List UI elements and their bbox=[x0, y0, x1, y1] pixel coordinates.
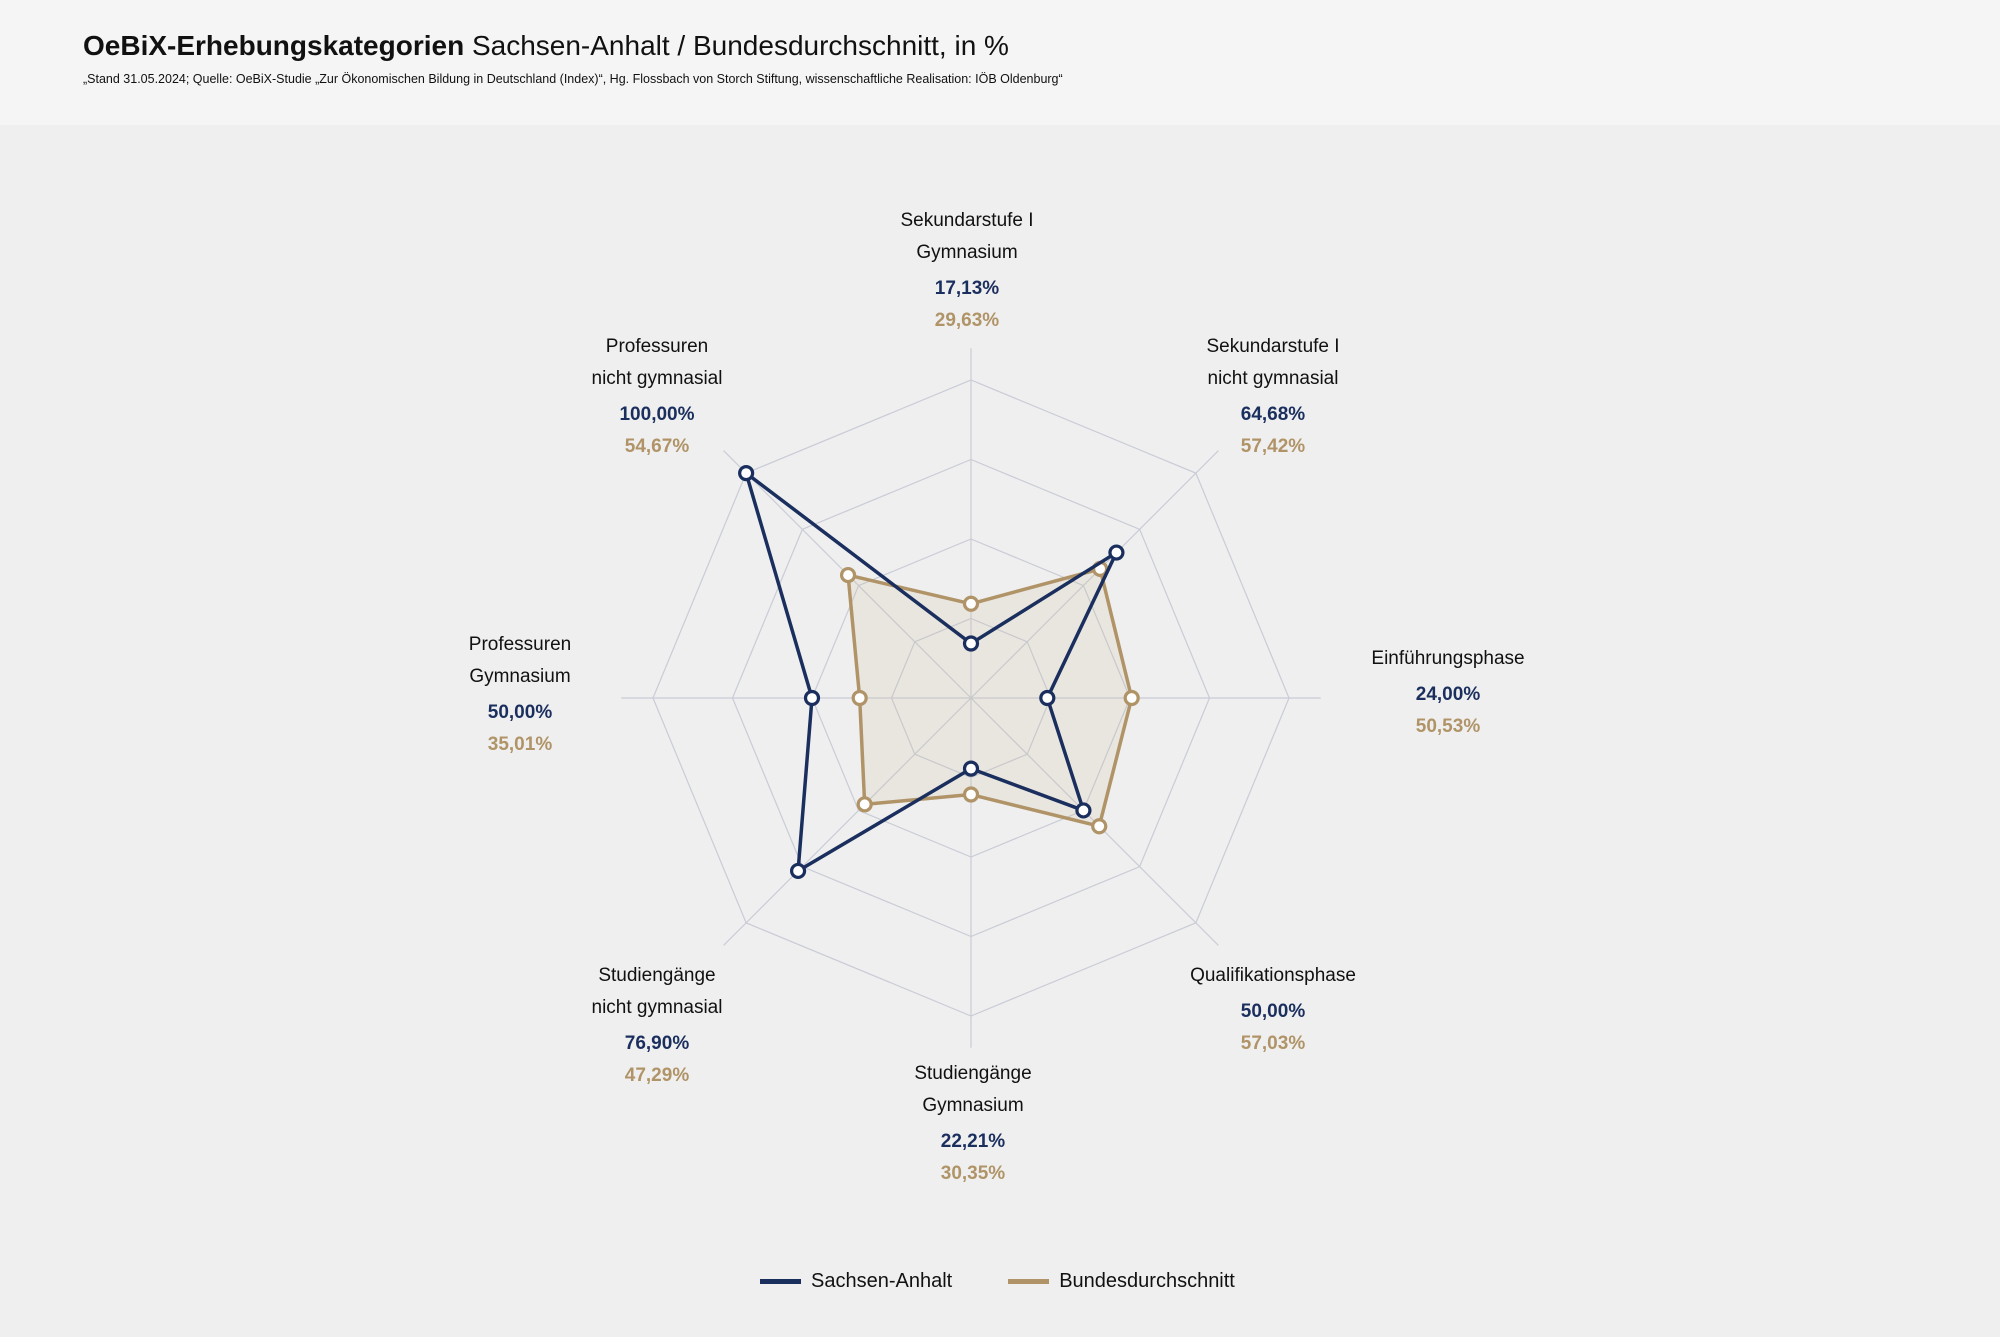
category-name-line2: Gymnasium bbox=[922, 1095, 1024, 1116]
axis-label: Studiengänge nicht gymnasial 76,90% 47,29% bbox=[592, 960, 723, 1092]
axis-label: Sekundarstufe I Gymnasium 17,13% 29,63% bbox=[900, 205, 1033, 337]
legend-swatch bbox=[1008, 1279, 1050, 1284]
value-bundesdurchschnitt: 35,01% bbox=[487, 734, 553, 755]
value-bundesdurchschnitt: 57,03% bbox=[1240, 1033, 1306, 1054]
axis-label: Professuren Gymnasium 50,00% 35,01% bbox=[469, 629, 571, 761]
header: OeBiX-Erhebungskategorien Sachsen-Anhalt… bbox=[0, 0, 2000, 125]
value-sachsen-anhalt: 76,90% bbox=[624, 1033, 690, 1054]
value-sachsen-anhalt: 50,00% bbox=[1240, 1001, 1306, 1022]
category-name-line2: nicht gymnasial bbox=[591, 997, 723, 1018]
value-bundesdurchschnitt: 47,29% bbox=[624, 1065, 690, 1086]
chart-title: OeBiX-Erhebungskategorien Sachsen-Anhalt… bbox=[83, 30, 1009, 62]
legend: Sachsen-Anhalt Bundesdurchschnitt bbox=[760, 1270, 1291, 1293]
data-point bbox=[962, 786, 980, 803]
data-point bbox=[839, 566, 857, 584]
value-bundesdurchschnitt: 30,35% bbox=[940, 1163, 1006, 1184]
title-bold: OeBiX-Erhebungskategorien bbox=[83, 30, 465, 61]
axis-label: Einführungsphase 24,00% 50,53% bbox=[1371, 643, 1524, 743]
axis-label: Studiengänge Gymnasium 22,21% 30,35% bbox=[914, 1058, 1031, 1190]
axis-label: Sekundarstufe I nicht gymnasial 64,68% 57,4… bbox=[1206, 331, 1339, 463]
data-point bbox=[1108, 544, 1125, 561]
value-sachsen-anhalt: 22,21% bbox=[940, 1131, 1006, 1152]
data-point bbox=[1075, 802, 1092, 819]
category-name: Qualifikationsphase bbox=[1190, 965, 1356, 986]
data-point bbox=[803, 689, 821, 707]
data-point bbox=[738, 465, 755, 482]
value-sachsen-anhalt: 100,00% bbox=[619, 404, 695, 425]
value-bundesdurchschnitt: 54,67% bbox=[624, 436, 690, 457]
value-sachsen-anhalt: 17,13% bbox=[934, 278, 1000, 299]
chart-subtitle: „Stand 31.05.2024; Quelle: OeBiX-Studie … bbox=[83, 72, 1063, 86]
value-sachsen-anhalt: 24,00% bbox=[1415, 684, 1481, 705]
category-name: Studiengänge bbox=[598, 965, 716, 986]
value-bundesdurchschnitt: 57,42% bbox=[1240, 436, 1306, 457]
data-point bbox=[962, 635, 980, 652]
category-name-line2: Gymnasium bbox=[469, 666, 571, 687]
value-sachsen-anhalt: 64,68% bbox=[1240, 404, 1306, 425]
legend-label: Bundesdurchschnitt bbox=[1059, 1270, 1235, 1292]
data-point bbox=[1039, 689, 1056, 707]
category-name: Professuren bbox=[605, 336, 709, 357]
category-name-line2: nicht gymnasial bbox=[591, 368, 723, 389]
data-point bbox=[962, 760, 980, 777]
category-name: Professuren bbox=[468, 634, 572, 655]
legend-item-sachsen-anhalt: Sachsen-Anhalt bbox=[760, 1270, 952, 1293]
category-name: Sekundarstufe I bbox=[1206, 336, 1340, 357]
legend-item-bundesdurchschnitt: Bundesdurchschnitt bbox=[1008, 1270, 1235, 1293]
grid-axis bbox=[723, 697, 972, 946]
category-name: Studiengänge bbox=[914, 1063, 1032, 1084]
data-point bbox=[851, 689, 868, 707]
title-rest: Sachsen-Anhalt / Bundesdurchschnitt, in … bbox=[471, 30, 1009, 61]
value-sachsen-anhalt: 50,00% bbox=[487, 702, 553, 723]
data-point bbox=[1123, 689, 1140, 707]
data-point bbox=[789, 862, 807, 880]
value-bundesdurchschnitt: 50,53% bbox=[1415, 716, 1481, 737]
legend-swatch bbox=[760, 1279, 801, 1284]
axis-label: Professuren nicht gymnasial 100,00% 54,67% bbox=[592, 331, 723, 463]
value-bundesdurchschnitt: 29,63% bbox=[934, 310, 1000, 331]
category-name: Sekundarstufe I bbox=[900, 210, 1034, 231]
data-point bbox=[856, 796, 873, 813]
category-name-line2: nicht gymnasial bbox=[1207, 368, 1339, 389]
axis-label: Qualifikationsphase 50,00% 57,03% bbox=[1190, 960, 1356, 1060]
data-point bbox=[962, 595, 980, 612]
legend-label: Sachsen-Anhalt bbox=[811, 1270, 953, 1292]
category-name: Einführungsphase bbox=[1371, 648, 1525, 669]
category-name-line2: Gymnasium bbox=[916, 242, 1018, 263]
data-point bbox=[1091, 818, 1108, 835]
